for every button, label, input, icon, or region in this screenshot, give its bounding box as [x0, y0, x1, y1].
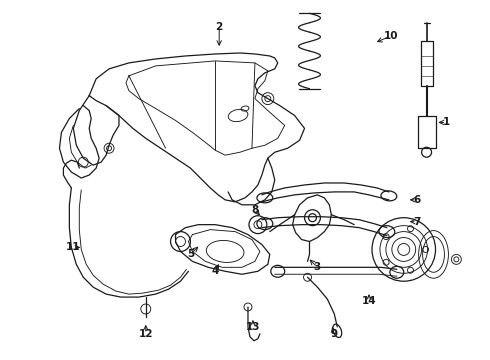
Text: 10: 10	[384, 31, 398, 41]
Text: 6: 6	[413, 195, 420, 205]
Text: 4: 4	[212, 266, 219, 276]
Text: 13: 13	[245, 322, 260, 332]
Text: 2: 2	[216, 22, 223, 32]
Text: 8: 8	[251, 205, 259, 215]
Text: 1: 1	[443, 117, 450, 127]
Text: 14: 14	[362, 296, 376, 306]
Text: 5: 5	[187, 249, 194, 260]
Text: 9: 9	[331, 329, 338, 339]
Text: 7: 7	[413, 217, 420, 227]
Text: 12: 12	[139, 329, 153, 339]
Text: 11: 11	[66, 243, 80, 252]
Text: 3: 3	[314, 262, 321, 272]
